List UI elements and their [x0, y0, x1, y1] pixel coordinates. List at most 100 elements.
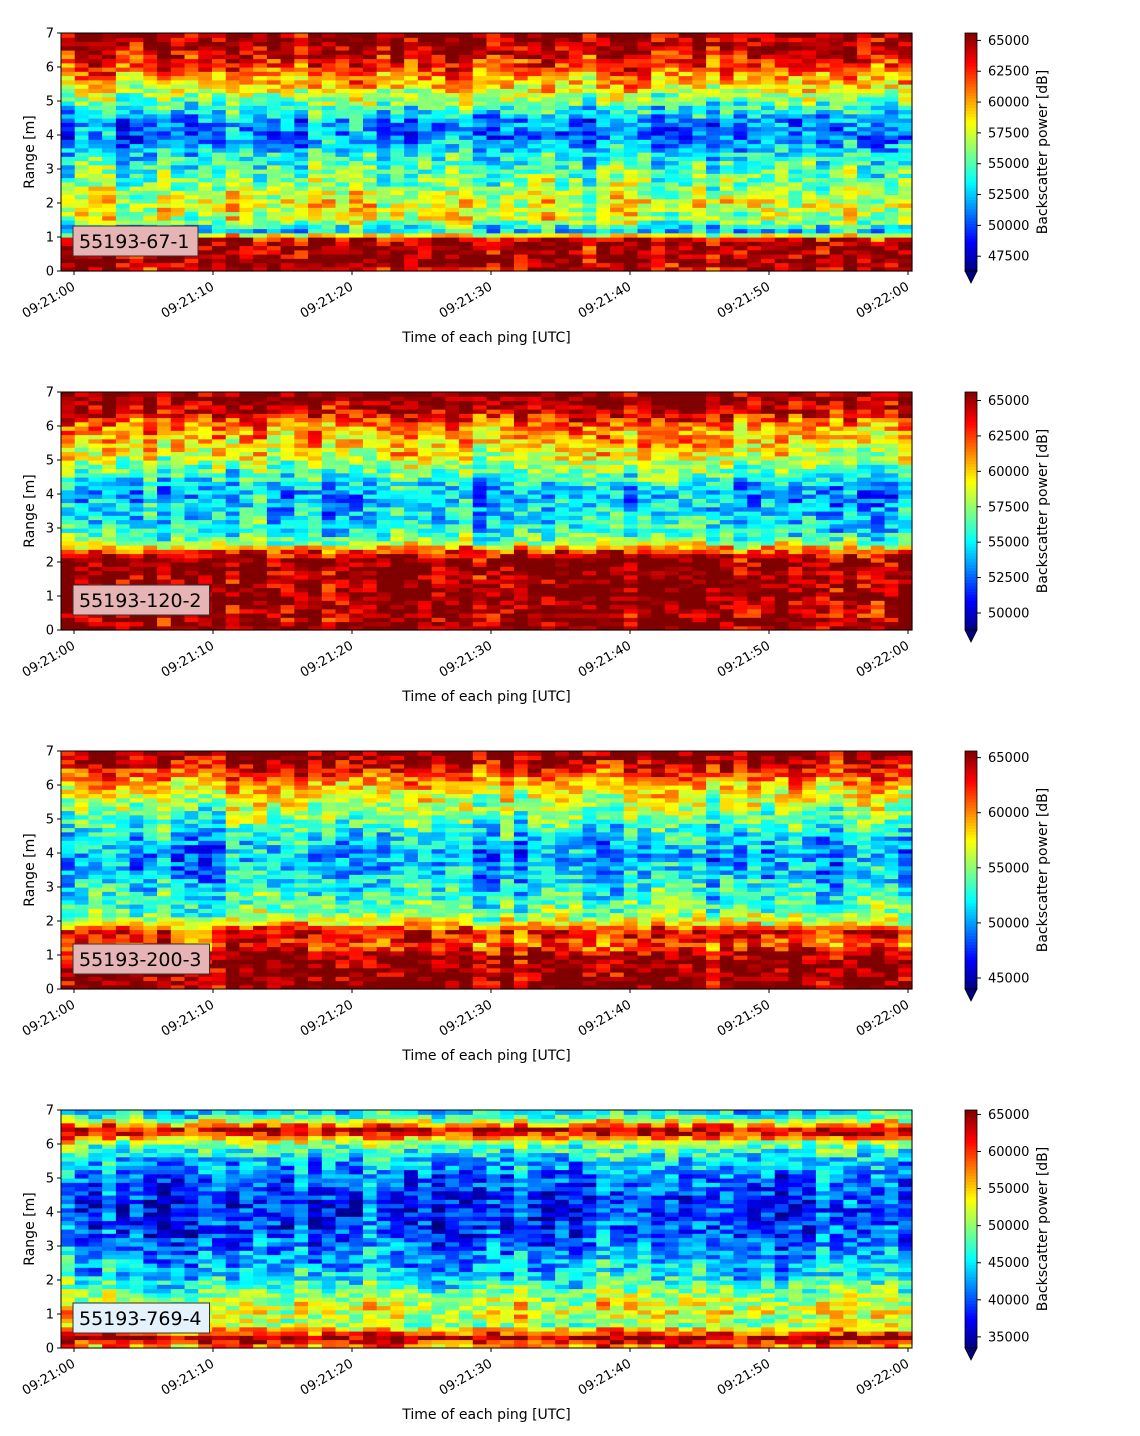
heatmap-cell	[678, 207, 693, 213]
heatmap-cell	[541, 139, 556, 145]
heatmap-cell	[61, 237, 76, 242]
heatmap-cell	[788, 177, 803, 183]
heatmap-cell	[555, 58, 570, 64]
heatmap-cell	[404, 215, 419, 221]
heatmap-cell	[253, 494, 268, 499]
heatmap-cell	[198, 392, 213, 397]
heatmap-cell	[774, 88, 790, 94]
heatmap-cell	[719, 71, 735, 77]
heatmap-cell	[349, 198, 364, 204]
heatmap-cell	[802, 198, 817, 204]
heatmap-cell	[321, 232, 337, 238]
heatmap-cell	[253, 451, 268, 457]
heatmap-cell	[74, 113, 90, 119]
heatmap-cell	[445, 249, 460, 255]
heatmap-cell	[211, 460, 227, 465]
heatmap-cell	[253, 84, 268, 89]
heatmap-cell	[211, 156, 227, 162]
heatmap-cell	[719, 207, 735, 213]
heatmap-cell	[294, 143, 309, 149]
heatmap-cell	[857, 220, 872, 225]
heatmap-cell	[294, 207, 309, 213]
heatmap-cell	[898, 190, 913, 196]
heatmap-cell	[266, 591, 282, 597]
heatmap-cell	[513, 198, 529, 204]
heatmap-cell	[788, 241, 803, 247]
heatmap-cell	[335, 88, 350, 94]
heatmap-cell	[88, 84, 103, 89]
heatmap-cell	[774, 152, 790, 157]
heatmap-cell	[637, 92, 652, 98]
heatmap-cell	[870, 96, 886, 102]
heatmap-cell	[472, 79, 488, 85]
heatmap-cell	[719, 194, 735, 200]
heatmap-cell	[857, 160, 872, 166]
heatmap-cell	[61, 211, 76, 217]
heatmap-cell	[253, 62, 268, 68]
heatmap-cell	[568, 203, 584, 208]
heatmap-cell	[829, 190, 844, 196]
heatmap-cell	[459, 232, 474, 238]
heatmap-cell	[651, 254, 666, 259]
heatmap-cell	[788, 45, 803, 51]
heatmap-cell	[802, 33, 817, 38]
heatmap-cell	[308, 506, 323, 512]
heatmap-cell	[61, 241, 76, 247]
heatmap-cell	[102, 118, 117, 123]
heatmap-cell	[857, 203, 872, 208]
heatmap-cell	[692, 241, 707, 247]
heatmap-cell	[211, 88, 227, 94]
heatmap-cell	[459, 118, 474, 123]
heatmap-cell	[335, 96, 350, 102]
heatmap-cell	[225, 409, 241, 414]
heatmap-cell	[706, 33, 721, 38]
heatmap-cell	[747, 190, 762, 196]
heatmap-cell	[239, 613, 254, 618]
heatmap-cell	[513, 266, 529, 272]
heatmap-cell	[294, 621, 309, 627]
heatmap-cell	[486, 147, 501, 153]
heatmap-cell	[870, 75, 886, 81]
heatmap-cell	[582, 147, 597, 153]
heatmap-cell	[308, 489, 323, 495]
heatmap-cell	[170, 113, 186, 119]
heatmap-cell	[362, 262, 378, 268]
heatmap-cell	[596, 177, 611, 183]
heatmap-cell	[308, 194, 323, 200]
heatmap-cell	[500, 130, 515, 136]
heatmap-cell	[678, 262, 693, 268]
heatmap-cell	[129, 169, 144, 174]
heatmap-cell	[198, 617, 213, 623]
heatmap-cell	[335, 557, 350, 563]
heatmap-cell	[472, 122, 488, 128]
heatmap-cell	[198, 249, 213, 255]
heatmap-cell	[335, 553, 350, 559]
heatmap-cell	[362, 540, 378, 546]
heatmap-cell	[321, 591, 337, 597]
heatmap-cell	[170, 404, 186, 410]
heatmap-cell	[280, 79, 295, 85]
heatmap-cell	[225, 105, 241, 111]
heatmap-cell	[115, 485, 131, 491]
heatmap-cell	[404, 164, 419, 170]
heatmap-cell	[390, 147, 405, 153]
heatmap-cell	[376, 523, 392, 529]
colorbar-tick-label: 50000	[988, 219, 1029, 234]
heatmap-cell	[143, 536, 158, 542]
heatmap-cell	[88, 186, 103, 191]
heatmap-cell	[61, 434, 76, 440]
heatmap-cell	[294, 613, 309, 618]
heatmap-cell	[308, 434, 323, 440]
heatmap-cell	[294, 591, 309, 597]
heatmap-cell	[884, 232, 899, 238]
heatmap-cell	[308, 485, 323, 491]
heatmap-cell	[706, 220, 721, 225]
heatmap-cell	[555, 62, 570, 68]
heatmap-cell	[719, 92, 735, 98]
heatmap-cell	[308, 152, 323, 157]
heatmap-cell	[143, 545, 158, 550]
heatmap-cell	[239, 511, 254, 516]
heatmap-cell	[266, 135, 282, 140]
heatmap-cell	[349, 621, 364, 627]
heatmap-cell	[349, 207, 364, 213]
